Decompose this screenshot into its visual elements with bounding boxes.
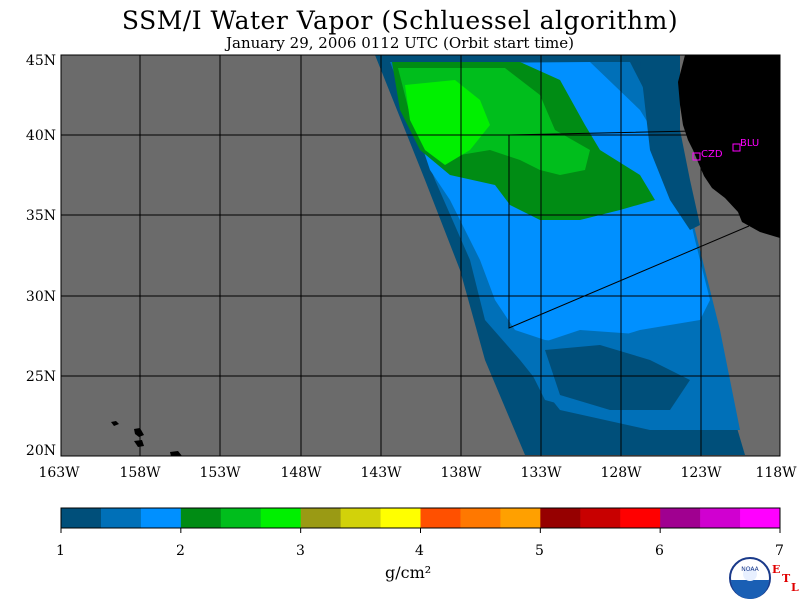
colorbar-tick-label: 6 xyxy=(655,543,664,559)
lat-label: 30N xyxy=(26,289,56,305)
colorbar-swatch xyxy=(660,508,701,528)
swath-coast-dark xyxy=(640,62,700,230)
map-subtitle: January 29, 2006 0112 UTC (Orbit start t… xyxy=(226,34,574,52)
lat-label: 45N xyxy=(26,53,56,69)
map-border xyxy=(60,54,781,457)
lat-label: 25N xyxy=(26,369,56,385)
colorbar-swatch xyxy=(140,508,182,528)
colorbar-swatch xyxy=(340,508,382,528)
lon-label: 133W xyxy=(520,465,562,481)
colorbar-swatch xyxy=(220,508,262,528)
swath-bright-green xyxy=(405,80,490,165)
swath-lower-dark xyxy=(545,345,690,410)
map-title: SSM/I Water Vapor (Schluessel algorithm) xyxy=(121,6,679,35)
colorbar-swatch xyxy=(460,508,501,528)
lat-label: 40N xyxy=(26,128,56,144)
colorbar-tick-label: 7 xyxy=(775,543,784,559)
colorbar-swatch xyxy=(380,508,421,528)
lon-label: 158W xyxy=(119,465,161,481)
etl-letter-l: L xyxy=(791,581,799,594)
station-label-blu: BLU xyxy=(740,138,759,149)
station-markers: CZD BLU xyxy=(692,138,759,161)
hawaii-islands xyxy=(111,421,182,456)
lon-label: 148W xyxy=(280,465,322,481)
colorbar-swatch xyxy=(700,508,741,528)
colorbar-swatch xyxy=(580,508,621,528)
colorbar-swatch xyxy=(740,508,781,528)
station-label-czd: CZD xyxy=(701,149,723,160)
etl-letter-e: E xyxy=(772,563,780,576)
lat-label: 35N xyxy=(26,208,56,224)
noaa-logo-text: NOAA xyxy=(741,566,759,573)
gridlines xyxy=(61,55,780,456)
colorbar-swatch xyxy=(300,508,342,528)
noaa-logo: NOAA xyxy=(729,557,771,599)
colorbar-swatch xyxy=(420,508,461,528)
lon-label: 163W xyxy=(38,465,80,481)
lon-label: 138W xyxy=(440,465,482,481)
colorbar-tick-label: 4 xyxy=(415,543,424,559)
lon-label: 153W xyxy=(199,465,241,481)
colorbar xyxy=(60,507,781,533)
station-marker-czd xyxy=(692,152,701,161)
lat-label: 20N xyxy=(26,443,56,459)
lon-label: 118W xyxy=(755,465,797,481)
colorbar-swatch xyxy=(620,508,661,528)
colorbar-tick-label: 1 xyxy=(56,543,65,559)
colorbar-unit: g/cm² xyxy=(385,563,432,582)
analysis-box-outline xyxy=(508,130,750,329)
colorbar-swatch xyxy=(500,508,541,528)
colorbar-swatch xyxy=(260,508,302,528)
colorbar-swatch xyxy=(100,508,142,528)
colorbar-swatch xyxy=(540,508,581,528)
station-marker-blu xyxy=(732,143,741,152)
colorbar-tick-label: 2 xyxy=(176,543,185,559)
land-coast xyxy=(678,55,780,238)
colorbar-tick-label: 5 xyxy=(535,543,544,559)
data-swath xyxy=(375,55,745,455)
longitude-labels: 163W 158W 153W 148W 143W 138W 133W 128W … xyxy=(38,465,797,481)
lon-label: 143W xyxy=(360,465,402,481)
etl-letters: E T L xyxy=(772,563,799,594)
colorbar-swatch xyxy=(61,508,102,528)
colorbar-swatch xyxy=(180,508,222,528)
lon-label: 123W xyxy=(680,465,722,481)
etl-letter-t: T xyxy=(782,572,791,585)
lon-label: 128W xyxy=(600,465,642,481)
colorbar-tick-label: 3 xyxy=(296,543,305,559)
latitude-labels: 45N 40N 35N 30N 25N 20N xyxy=(26,53,56,459)
